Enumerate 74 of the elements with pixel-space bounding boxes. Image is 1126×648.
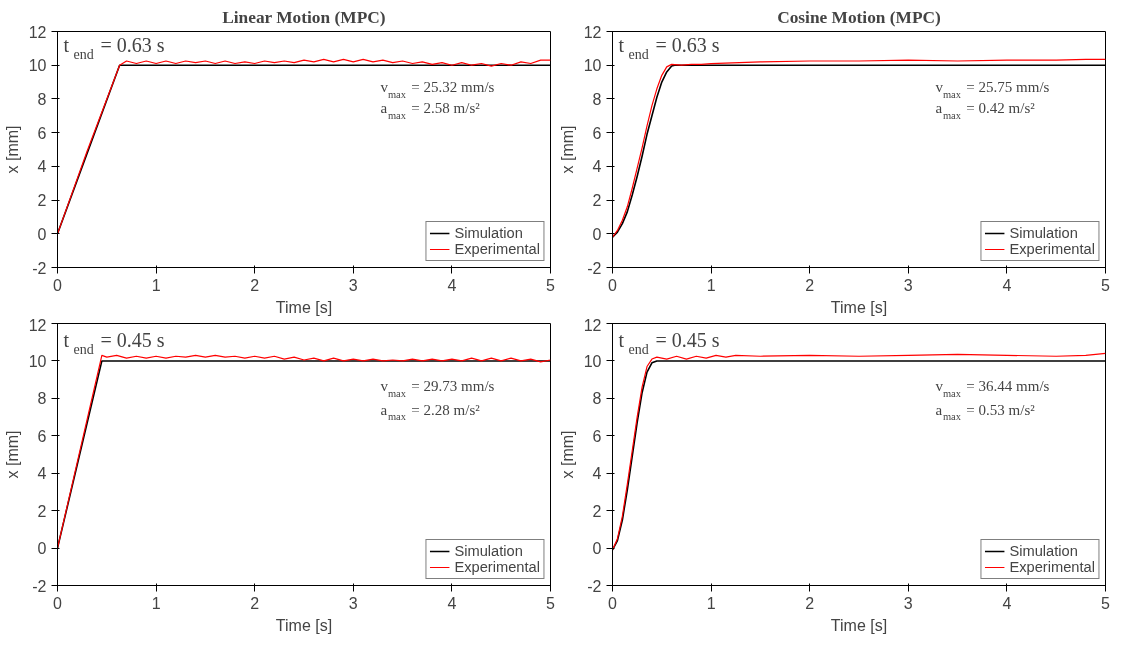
x-tick-label: 4 <box>447 276 457 294</box>
y-tick-label: 8 <box>592 90 602 108</box>
y-tick-label: 0 <box>37 540 47 558</box>
y-tick-label: 4 <box>37 465 47 483</box>
x-tick-label: 5 <box>546 276 556 294</box>
x-tick-label: 0 <box>53 276 63 294</box>
chart-title: Linear Motion (MPC) <box>222 7 386 27</box>
x-tick-label: 2 <box>805 594 815 612</box>
x-tick-label: 4 <box>447 594 457 612</box>
y-axis-title: x [mm] <box>558 430 576 479</box>
y-tick-label: -2 <box>32 259 47 277</box>
y-tick-label: 10 <box>28 57 47 75</box>
x-axis-title: Time [s] <box>275 616 333 634</box>
x-tick-label: 0 <box>608 594 618 612</box>
y-tick-label: 2 <box>592 502 602 520</box>
legend-label: Simulation <box>454 225 523 241</box>
x-tick-label: 1 <box>151 594 161 612</box>
x-tick-label: 4 <box>1002 594 1012 612</box>
legend-label: Simulation <box>1009 225 1078 241</box>
y-tick-label: 8 <box>37 90 47 108</box>
y-tick-label: 8 <box>592 390 602 408</box>
y-tick-label: 8 <box>37 390 47 408</box>
y-tick-label: 4 <box>592 158 602 176</box>
y-axis-title: x [mm] <box>558 125 576 174</box>
y-tick-label: 0 <box>37 225 47 243</box>
y-tick-label: -2 <box>587 577 602 595</box>
y-tick-label: 4 <box>592 465 602 483</box>
x-tick-label: 0 <box>608 276 618 294</box>
y-tick-label: 12 <box>583 316 602 334</box>
x-tick-label: 2 <box>250 594 260 612</box>
y-tick-label: 2 <box>37 502 47 520</box>
y-tick-label: -2 <box>587 259 602 277</box>
y-tick-label: 12 <box>583 23 602 41</box>
y-tick-label: -2 <box>32 577 47 595</box>
x-tick-label: 1 <box>706 276 716 294</box>
legend-label: Experimental <box>454 241 540 257</box>
y-tick-label: 0 <box>592 225 602 243</box>
legend-label: Simulation <box>1009 543 1078 559</box>
x-tick-label: 2 <box>250 276 260 294</box>
y-tick-label: 2 <box>37 192 47 210</box>
x-tick-label: 3 <box>348 276 358 294</box>
y-tick-label: 6 <box>37 427 47 445</box>
y-tick-label: 10 <box>583 57 602 75</box>
x-tick-label: 5 <box>1101 594 1111 612</box>
x-tick-label: 5 <box>546 594 556 612</box>
x-axis-title: Time [s] <box>275 298 333 316</box>
x-tick-label: 4 <box>1002 276 1012 294</box>
x-tick-label: 3 <box>903 594 913 612</box>
y-axis-title: x [mm] <box>3 125 21 174</box>
y-tick-label: 12 <box>28 316 47 334</box>
x-tick-label: 5 <box>1101 276 1111 294</box>
y-tick-label: 4 <box>37 158 47 176</box>
legend-label: Simulation <box>454 543 523 559</box>
legend-label: Experimental <box>1009 559 1095 575</box>
x-tick-label: 2 <box>805 276 815 294</box>
y-tick-label: 0 <box>592 540 602 558</box>
x-axis-title: Time [s] <box>830 298 888 316</box>
y-tick-label: 12 <box>28 23 47 41</box>
y-tick-label: 10 <box>28 352 47 370</box>
y-axis-title: x [mm] <box>3 430 21 479</box>
y-tick-label: 10 <box>583 352 602 370</box>
legend-label: Experimental <box>454 559 540 575</box>
legend-label: Experimental <box>1009 241 1095 257</box>
y-tick-label: 2 <box>592 192 602 210</box>
x-axis-title: Time [s] <box>830 616 888 634</box>
y-tick-label: 6 <box>592 427 602 445</box>
x-tick-label: 1 <box>706 594 716 612</box>
x-tick-label: 0 <box>53 594 63 612</box>
x-tick-label: 3 <box>348 594 358 612</box>
y-tick-label: 6 <box>37 124 47 142</box>
chart-title: Cosine Motion (MPC) <box>777 7 942 27</box>
x-tick-label: 1 <box>151 276 161 294</box>
y-tick-label: 6 <box>592 124 602 142</box>
x-tick-label: 3 <box>903 276 913 294</box>
